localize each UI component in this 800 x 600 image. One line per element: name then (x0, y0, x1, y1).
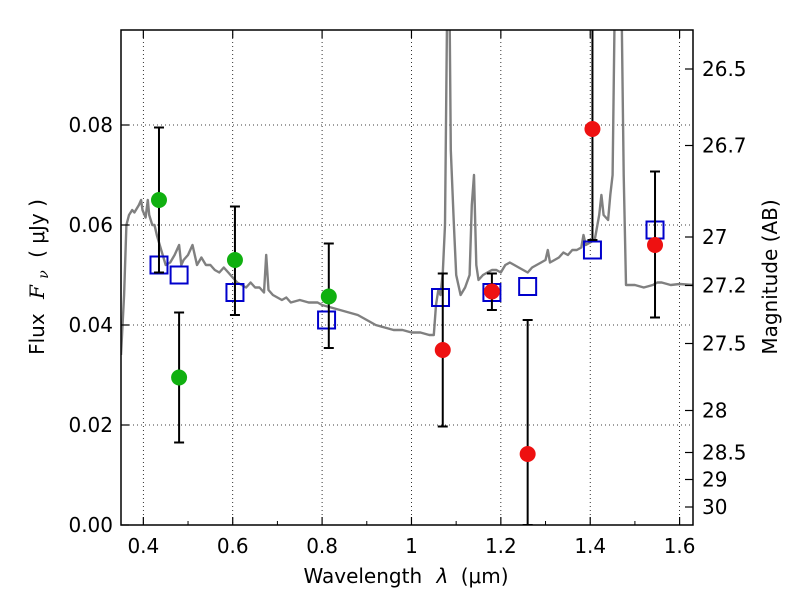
observed-flux-point (519, 446, 536, 462)
model-photometry-square (317, 310, 337, 330)
y2-tick-label: 29 (702, 468, 727, 492)
y2-tick-label: 26.7 (702, 134, 747, 158)
x-tick-label: 0.8 (306, 534, 338, 558)
observed-flux-point (647, 237, 664, 253)
y2-tick-label: 30 (702, 495, 727, 519)
x-axis-label: Wavelength λ (μm) (303, 564, 508, 588)
y2-tick-label: 27.2 (702, 274, 747, 298)
y-axis-label: Flux F ν ( μJy ) (25, 199, 53, 355)
y-tick-label: 0.04 (68, 313, 113, 337)
observed-flux-point (226, 252, 243, 268)
observed-flux-point (483, 283, 500, 300)
observed-flux-point (171, 369, 188, 386)
y-tick-label: 0.02 (68, 413, 113, 437)
observed-flux-point (584, 121, 601, 137)
x-tick-label: 1.2 (485, 534, 517, 558)
y-tick-label: 0.06 (68, 213, 113, 237)
y2-tick-label: 26.5 (702, 57, 747, 81)
axes: 0.4 0.6 0.8 1 1.2 1.4 1.6 0.00 0.02 0.04 0.06 0.08 2… (68, 30, 747, 558)
x-tick-label: 0.6 (217, 534, 249, 558)
observed-flux-point (434, 342, 451, 358)
x-tick-label: 1.4 (574, 534, 606, 558)
y2-tick-label: 28.5 (702, 441, 747, 465)
y2-tick-label: 27 (702, 225, 727, 249)
x-tick-label: 1.6 (664, 534, 696, 558)
observed-flux-point (150, 192, 167, 208)
model-photometry-square (518, 277, 538, 296)
x-tick-label: 1 (405, 534, 418, 558)
model-photometry-square (169, 265, 189, 285)
plot-area (121, 30, 693, 525)
y-tick-label: 0.00 (68, 513, 113, 537)
model-photometry-square (431, 288, 451, 307)
y-tick-label: 0.08 (68, 113, 113, 137)
model-sed-line (121, 30, 693, 356)
y2-tick-label: 27.5 (702, 332, 747, 356)
plot-frame (120, 29, 694, 526)
model-photometry-square (582, 240, 602, 260)
y2-axis-label: Magnitude (AB) (758, 199, 782, 354)
observed-flux-point (320, 288, 337, 305)
y2-tick-label: 28 (702, 399, 727, 423)
x-tick-label: 0.4 (127, 534, 159, 558)
